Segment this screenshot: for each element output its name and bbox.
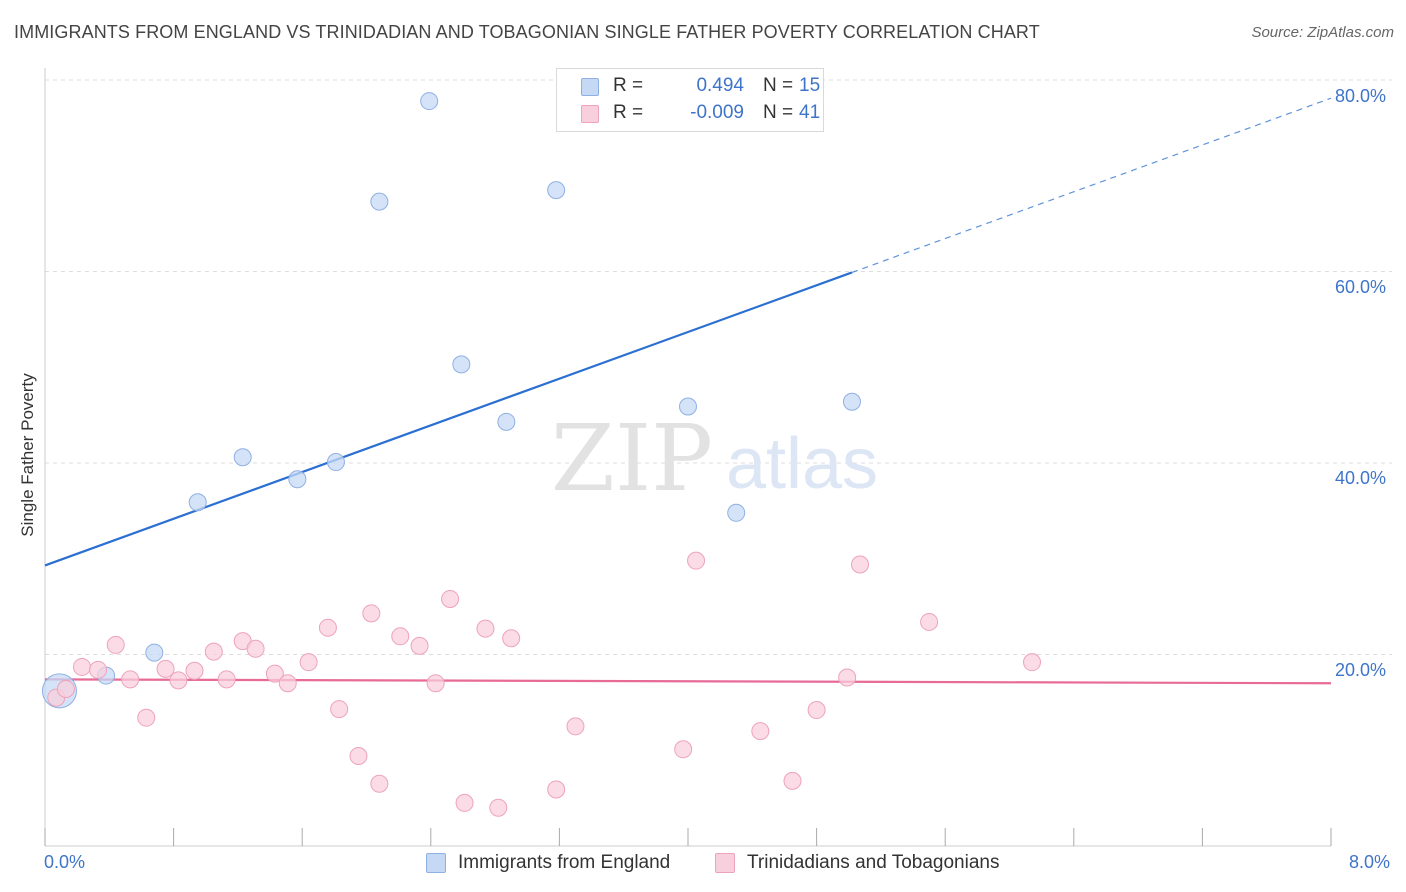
legend-n-value: 41 [799, 102, 821, 123]
data-point-series-1 [349, 746, 368, 765]
trend-line-extension-series-0 [851, 97, 1332, 274]
legend-swatch-pink [581, 105, 599, 123]
correlation-legend: R = 0.494 N = 15 R = -0.009 N = 41 [556, 68, 824, 132]
trend-line-series-1 [44, 678, 1332, 685]
source-credit: Source: ZipAtlas.com [1251, 24, 1394, 41]
data-point-series-0 [679, 397, 697, 416]
legend-r-label: R = [613, 102, 644, 123]
legend-swatch-blue [581, 78, 599, 96]
data-point-series-1 [246, 639, 265, 658]
data-point-series-1 [476, 619, 495, 638]
y-tick-label-40: 40.0% [1335, 468, 1387, 488]
data-point-series-1 [265, 664, 284, 683]
data-point-series-1 [72, 657, 91, 676]
data-point-series-0 [145, 643, 164, 662]
chart-title: IMMIGRANTS FROM ENGLAND VS TRINIDADIAN A… [14, 22, 1040, 42]
data-point-series-0 [727, 503, 746, 522]
data-points [41, 92, 1042, 817]
trend-line-series-0 [44, 271, 853, 567]
legend-r-value: 0.494 [696, 75, 744, 96]
y-axis-label: Single Father Poverty [18, 373, 37, 537]
data-point-series-0 [370, 192, 389, 211]
data-point-series-1 [56, 679, 75, 698]
data-point-series-0 [497, 412, 516, 431]
data-point-series-1 [89, 660, 108, 679]
data-point-series-1 [330, 700, 349, 719]
data-point-series-1 [838, 668, 857, 687]
legend-r-label: R = [613, 75, 644, 96]
data-point-series-1 [547, 780, 566, 799]
data-point-series-1 [674, 740, 693, 759]
data-point-series-1 [441, 589, 460, 608]
data-point-series-1 [455, 793, 474, 812]
data-point-series-1 [362, 604, 381, 623]
data-point-series-1 [169, 671, 188, 690]
data-point-series-1 [807, 701, 826, 720]
bottom-legend-swatch-pink [715, 853, 735, 873]
y-tick-label-60: 60.0% [1335, 277, 1387, 297]
x-tick-label-max: 8.0% [1349, 852, 1391, 872]
axes [44, 68, 1332, 847]
data-point-series-1 [156, 659, 175, 678]
data-point-series-1 [751, 722, 770, 741]
data-point-series-0 [842, 392, 861, 411]
data-point-series-1 [920, 612, 939, 631]
bottom-legend-swatch-blue [426, 853, 446, 873]
data-point-series-1 [391, 627, 410, 646]
data-point-series-0 [288, 470, 307, 489]
data-point-series-1 [851, 555, 870, 574]
y-tick-label-80: 80.0% [1335, 86, 1387, 106]
data-point-series-1 [370, 774, 389, 793]
data-point-series-1 [299, 653, 318, 672]
data-point-series-1 [217, 670, 236, 689]
legend-n-label: N = [763, 75, 794, 96]
data-point-series-1 [318, 618, 337, 637]
data-point-series-0 [233, 448, 252, 467]
gridlines [45, 79, 1392, 655]
data-point-series-1 [783, 771, 802, 790]
data-point-series-1 [278, 674, 297, 693]
data-point-series-1 [137, 708, 156, 727]
data-point-series-1 [1023, 653, 1042, 672]
bottom-legend-label: Trinidadians and Tobagonians [747, 852, 1000, 873]
data-point-series-1 [185, 661, 204, 680]
data-point-series-0 [452, 355, 471, 374]
data-point-series-1 [489, 798, 508, 817]
data-point-series-0 [420, 92, 439, 111]
data-point-series-0 [188, 493, 207, 512]
watermark-zip: ZIP [551, 405, 713, 512]
data-point-series-1 [687, 551, 706, 570]
watermark-atlas: atlas [726, 424, 878, 504]
data-point-series-1 [426, 674, 445, 693]
watermark: ZIP atlas [551, 405, 878, 512]
y-tick-label-20: 20.0% [1335, 660, 1387, 680]
bottom-legend-label: Immigrants from England [458, 852, 671, 873]
data-point-series-0 [326, 453, 345, 472]
data-point-series-1 [106, 635, 125, 654]
data-point-series-1 [502, 629, 521, 648]
x-tick-label-min: 0.0% [44, 852, 86, 872]
data-point-series-1 [121, 670, 140, 689]
data-point-series-0 [547, 181, 566, 200]
legend-n-value: 15 [799, 75, 821, 96]
data-point-series-1 [410, 636, 429, 655]
trend-lines [44, 97, 1332, 685]
legend-r-value: -0.009 [690, 102, 744, 123]
data-point-series-1 [204, 642, 223, 661]
legend-n-label: N = [763, 102, 794, 123]
data-point-series-1 [566, 717, 585, 736]
